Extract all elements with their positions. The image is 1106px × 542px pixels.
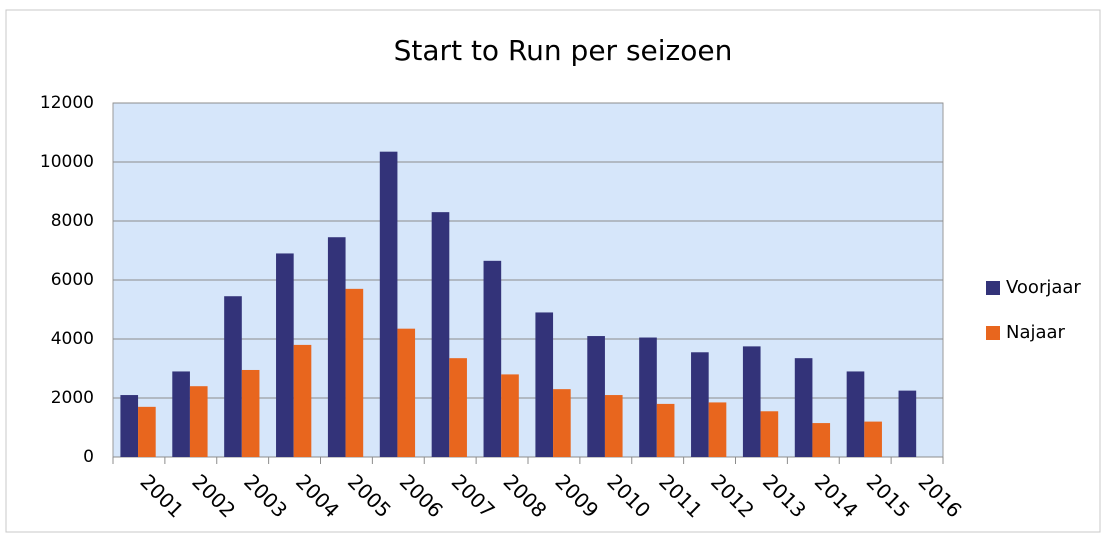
y-tick-label: 12000 xyxy=(40,93,94,113)
bar xyxy=(379,151,398,458)
bar xyxy=(120,395,139,457)
legend-label: Najaar xyxy=(1006,322,1066,343)
legend-swatch xyxy=(986,326,1000,340)
bar xyxy=(535,312,554,457)
bar xyxy=(639,337,657,457)
bar xyxy=(276,253,294,457)
bar xyxy=(846,371,865,457)
bar xyxy=(345,288,364,457)
bar xyxy=(189,386,208,457)
bar xyxy=(224,296,242,457)
y-tick-label: 4000 xyxy=(51,329,94,349)
bar xyxy=(293,344,312,457)
bar xyxy=(138,406,156,457)
y-tick-label: 8000 xyxy=(51,211,94,231)
bar xyxy=(327,237,346,457)
bar xyxy=(864,421,882,457)
bar xyxy=(794,358,813,457)
y-tick-label: 0 xyxy=(83,447,94,467)
bar xyxy=(760,411,779,457)
y-tick-label: 10000 xyxy=(40,152,94,172)
bar xyxy=(604,395,623,457)
bar xyxy=(656,403,675,457)
chart-title: Start to Run per seizoen xyxy=(394,34,733,67)
y-tick-label: 2000 xyxy=(51,388,94,408)
legend-swatch xyxy=(986,281,1000,295)
bar xyxy=(431,212,450,457)
bar xyxy=(812,423,831,457)
bar xyxy=(501,374,519,457)
bar xyxy=(708,402,727,457)
legend-label: Voorjaar xyxy=(1006,277,1081,298)
bar xyxy=(172,371,190,457)
bar xyxy=(898,390,917,457)
bar xyxy=(691,352,709,457)
bar xyxy=(483,260,502,457)
y-tick-label: 6000 xyxy=(51,270,94,290)
bar xyxy=(449,358,467,457)
bar xyxy=(587,336,605,457)
bar xyxy=(397,328,416,457)
bar xyxy=(553,389,571,457)
bar xyxy=(742,346,761,457)
bar xyxy=(241,369,260,457)
